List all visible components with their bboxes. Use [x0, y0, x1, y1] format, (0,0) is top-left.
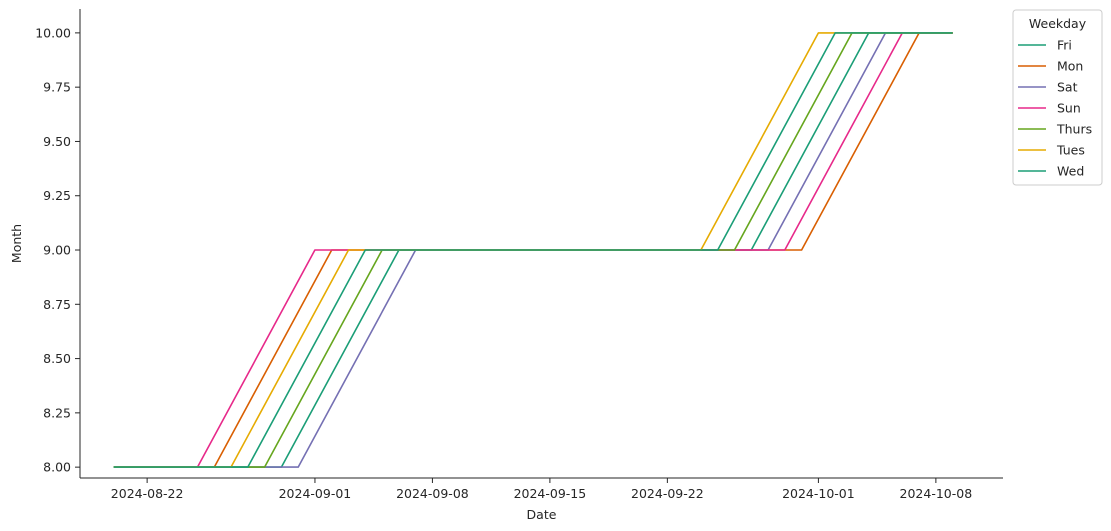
y-axis-title: Month	[9, 224, 24, 263]
x-tick-label: 2024-09-22	[631, 486, 704, 501]
legend-label-thurs: Thurs	[1056, 122, 1092, 137]
y-ticks: 8.00 8.25 8.50 8.75 9.00 9.25 9.50 9.75 10.00	[35, 25, 80, 475]
legend-items: Fri Mon Sat Sun Thurs Tues Wed	[1018, 38, 1092, 179]
y-tick-label: 8.75	[43, 297, 71, 312]
legend-label-mon: Mon	[1057, 59, 1083, 74]
y-tick-label: 9.00	[43, 243, 71, 258]
legend-box	[1012, 9, 1103, 186]
x-axis-title: Date	[527, 507, 557, 522]
y-tick-label: 8.25	[43, 405, 71, 420]
y-tick-label: 9.75	[43, 80, 71, 95]
x-tick-label: 2024-08-22	[111, 486, 184, 501]
x-tick-label: 2024-09-01	[279, 486, 352, 501]
series-layer	[113, 32, 953, 468]
x-tick-label: 2024-09-08	[396, 486, 469, 501]
legend-label-sat: Sat	[1057, 80, 1078, 95]
legend-label-wed: Wed	[1057, 164, 1084, 179]
x-tick-label: 2024-09-15	[514, 486, 587, 501]
y-tick-label: 9.25	[43, 188, 71, 203]
legend-title: Weekday	[1029, 16, 1087, 31]
legend-label-tues: Tues	[1056, 143, 1085, 158]
series-line-wed	[113, 32, 953, 468]
legend-label-fri: Fri	[1057, 38, 1072, 53]
y-tick-label: 10.00	[35, 25, 71, 40]
y-tick-label: 8.50	[43, 351, 71, 366]
y-tick-label: 9.50	[43, 134, 71, 149]
x-tick-label: 2024-10-01	[782, 486, 855, 501]
x-ticks: 2024-08-22 2024-09-01 2024-09-08 2024-09-15…	[111, 478, 972, 501]
legend-label-sun: Sun	[1057, 101, 1081, 116]
x-tick-label: 2024-10-08	[900, 486, 973, 501]
legend: Weekday Fri Mon Sat Sun Thurs Tues Wed	[1012, 9, 1103, 186]
y-tick-label: 8.00	[43, 460, 71, 475]
